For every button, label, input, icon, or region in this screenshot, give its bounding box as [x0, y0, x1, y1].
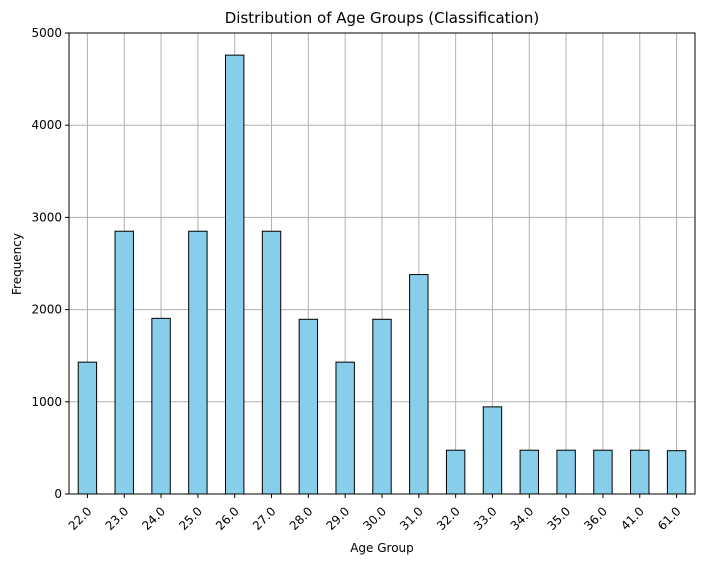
bar-28.0 — [298, 318, 319, 495]
bars — [77, 54, 687, 495]
bar-41.0 — [630, 449, 650, 495]
chart-title: Distribution of Age Groups (Classificati… — [225, 9, 540, 27]
bar-61.0 — [666, 450, 687, 495]
bar-23.0 — [114, 230, 134, 495]
y-axis-label: Frequency — [10, 233, 24, 295]
y-tick-label: 1000 — [31, 395, 62, 409]
y-tick-label: 4000 — [31, 118, 62, 132]
bar-26.0 — [225, 54, 245, 495]
y-tick-label: 3000 — [31, 210, 62, 224]
y-tick-label: 2000 — [31, 303, 62, 317]
y-tick-label: 5000 — [31, 26, 62, 40]
bar-35.0 — [556, 449, 576, 495]
bar-30.0 — [372, 318, 392, 495]
y-tick-label: 0 — [54, 487, 62, 501]
bar-25.0 — [188, 230, 208, 495]
bar-34.0 — [519, 449, 540, 495]
bar-29.0 — [335, 361, 355, 495]
x-axis-label: Age Group — [350, 541, 414, 555]
bar-33.0 — [482, 406, 503, 495]
bar-36.0 — [593, 449, 613, 495]
bar-27.0 — [261, 230, 282, 495]
y-axis-ticks: 0 1000 2000 3000 4000 5000 — [31, 26, 69, 501]
bar-22.0 — [77, 361, 98, 495]
bar-32.0 — [445, 449, 466, 495]
bar-24.0 — [151, 317, 171, 495]
bar-31.0 — [409, 274, 429, 495]
